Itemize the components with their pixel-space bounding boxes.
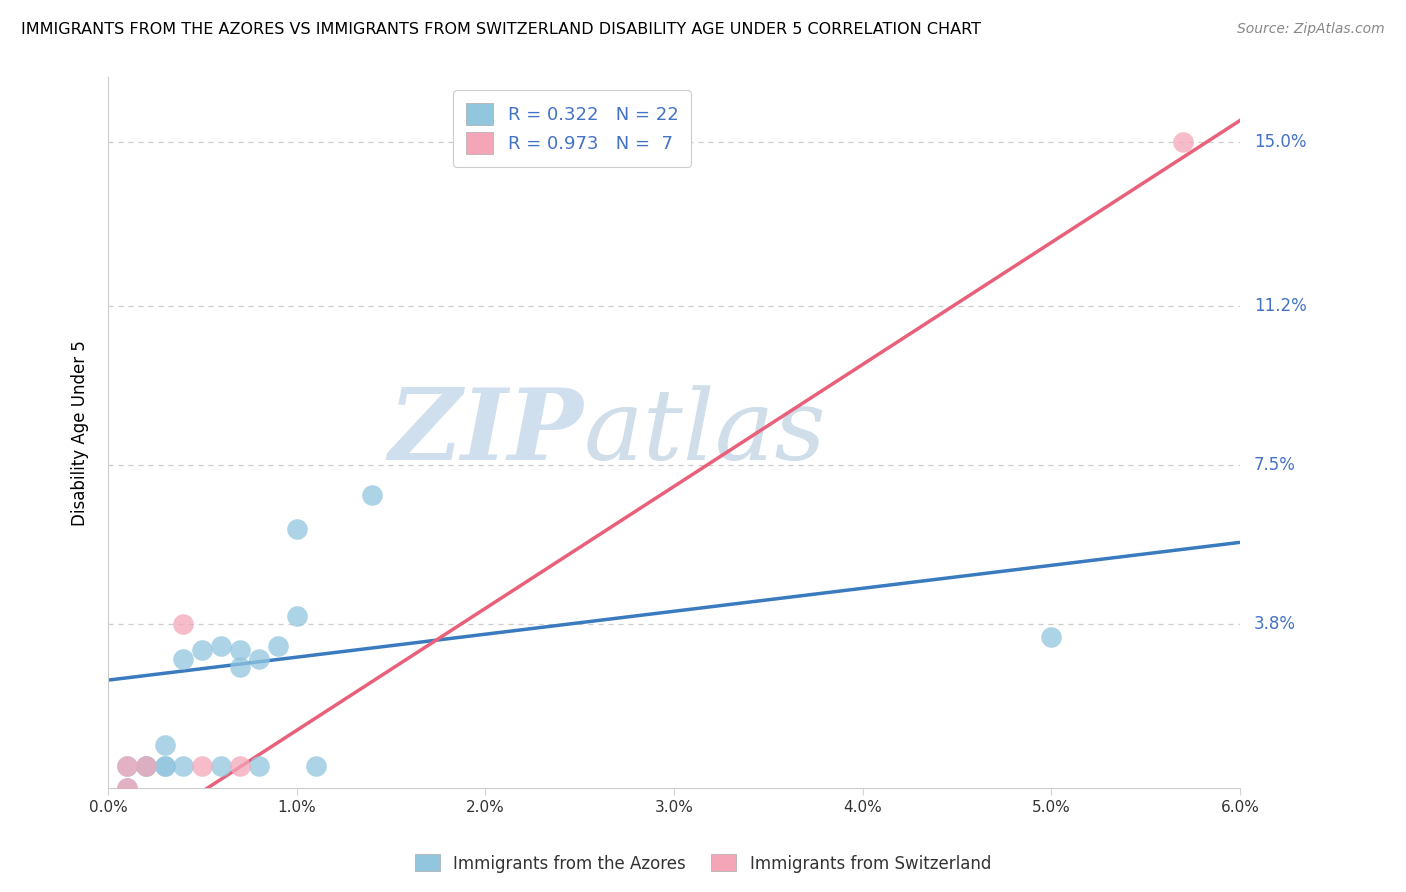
Text: IMMIGRANTS FROM THE AZORES VS IMMIGRANTS FROM SWITZERLAND DISABILITY AGE UNDER 5: IMMIGRANTS FROM THE AZORES VS IMMIGRANTS… [21,22,981,37]
Point [267,639,290,653]
Text: ZIP: ZIP [388,384,583,481]
Point [285,523,308,537]
Point [172,759,194,773]
Point [209,759,232,773]
Legend: Immigrants from the Azores, Immigrants from Switzerland: Immigrants from the Azores, Immigrants f… [408,847,998,880]
Point [191,643,214,657]
Text: 3.8%: 3.8% [1254,615,1296,633]
Text: Source: ZipAtlas.com: Source: ZipAtlas.com [1237,22,1385,37]
Legend: R = 0.322   N = 22, R = 0.973   N =  7: R = 0.322 N = 22, R = 0.973 N = 7 [453,90,690,167]
Point [115,780,138,795]
Point [247,651,270,665]
Point [361,488,384,502]
Point [153,738,176,752]
Point [153,759,176,773]
Point [172,651,194,665]
Point [229,660,252,674]
Point [115,780,138,795]
Point [229,643,252,657]
Point [304,759,326,773]
Point [115,759,138,773]
Point [135,759,157,773]
Point [115,759,138,773]
Text: 11.2%: 11.2% [1254,297,1306,315]
Point [1040,630,1063,644]
Text: 7.5%: 7.5% [1254,456,1296,474]
Point [285,608,308,623]
Point [135,759,157,773]
Point [1173,135,1195,149]
Point [172,617,194,632]
Point [247,759,270,773]
Text: atlas: atlas [583,385,827,480]
Point [229,759,252,773]
Point [209,639,232,653]
Y-axis label: Disability Age Under 5: Disability Age Under 5 [72,340,89,525]
Point [191,759,214,773]
Text: 15.0%: 15.0% [1254,133,1306,151]
Point [135,759,157,773]
Point [153,759,176,773]
